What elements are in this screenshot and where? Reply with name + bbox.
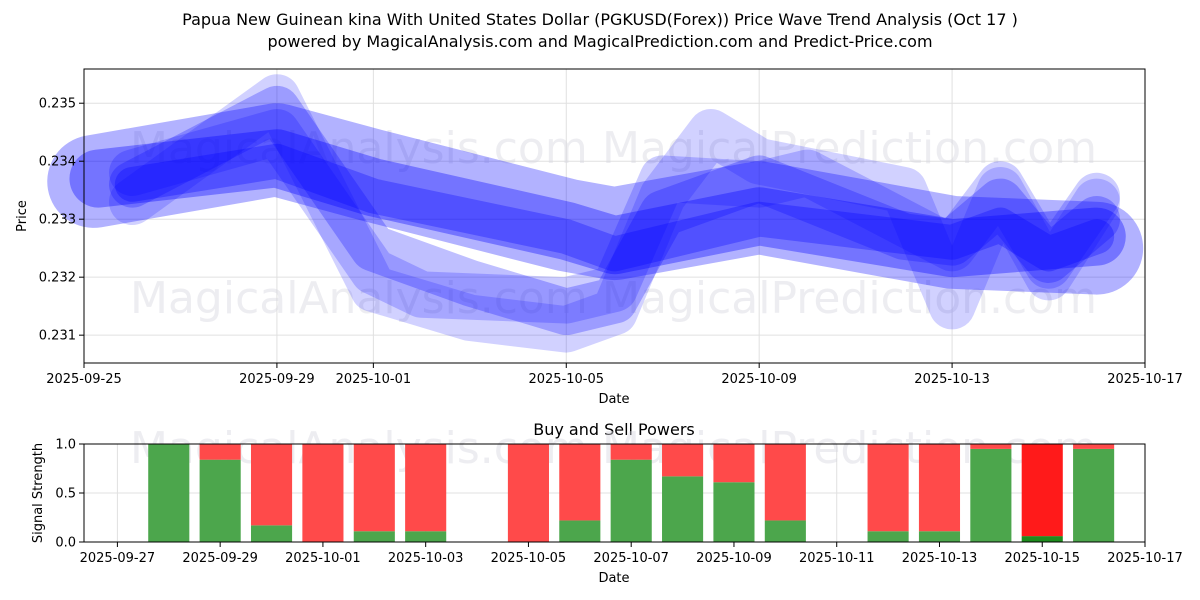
chart-canvas: MagicalAnalysis.com MagicalPrediction.co… bbox=[0, 0, 1200, 600]
sell-bar bbox=[405, 444, 446, 531]
x-tick-label: 2025-10-17 bbox=[1107, 372, 1183, 387]
x-tick-label: 2025-09-29 bbox=[239, 372, 315, 387]
price-x-axis-label: Date bbox=[598, 392, 629, 407]
y-tick-label: 0.0 bbox=[55, 536, 76, 551]
sell-bar bbox=[1073, 444, 1114, 449]
x-tick-label: 2025-10-17 bbox=[1107, 551, 1183, 566]
sell-bar bbox=[919, 444, 960, 531]
sell-bar bbox=[354, 444, 395, 531]
buy-bar bbox=[713, 482, 754, 542]
buy-bar bbox=[662, 476, 703, 542]
y-tick-label: 0.5 bbox=[55, 487, 76, 502]
sell-bar bbox=[302, 444, 343, 542]
x-tick-label: 2025-10-03 bbox=[388, 551, 464, 566]
x-tick-label: 2025-09-25 bbox=[46, 372, 122, 387]
signal-x-ticks: 2025-09-27 2025-09-29 2025-10-01 2025-10-03… bbox=[80, 542, 1183, 566]
signal-x-axis-label: Date bbox=[598, 571, 629, 586]
y-tick-label: 0.233 bbox=[39, 213, 76, 228]
sell-bar bbox=[1022, 444, 1063, 536]
buy-bar bbox=[200, 460, 241, 542]
buy-bar bbox=[970, 449, 1011, 542]
buy-bar bbox=[919, 531, 960, 542]
buy-bar bbox=[765, 520, 806, 542]
y-tick-label: 0.235 bbox=[39, 97, 76, 112]
x-tick-label: 2025-10-01 bbox=[336, 372, 412, 387]
sell-bar bbox=[611, 444, 652, 460]
sell-bar bbox=[713, 444, 754, 482]
buy-bar bbox=[354, 531, 395, 542]
x-tick-label: 2025-10-05 bbox=[491, 551, 567, 566]
x-tick-label: 2025-10-13 bbox=[914, 372, 990, 387]
y-tick-label: 1.0 bbox=[55, 438, 76, 453]
buy-bar bbox=[148, 444, 189, 542]
sell-bar bbox=[765, 444, 806, 520]
signal-y-axis-label: Signal Strength bbox=[31, 443, 46, 543]
sell-bar bbox=[559, 444, 600, 520]
buy-bar bbox=[559, 520, 600, 542]
x-tick-label: 2025-10-07 bbox=[593, 551, 669, 566]
price-x-ticks: 2025-09-25 2025-09-29 2025-10-01 2025-10-05… bbox=[46, 363, 1183, 387]
buy-bar bbox=[1022, 536, 1063, 542]
sell-bar bbox=[200, 444, 241, 460]
x-tick-label: 2025-10-05 bbox=[528, 372, 604, 387]
x-tick-label: 2025-09-27 bbox=[80, 551, 156, 566]
price-y-axis-label: Price bbox=[15, 200, 30, 232]
y-tick-label: 0.232 bbox=[39, 271, 76, 286]
x-tick-label: 2025-09-29 bbox=[182, 551, 258, 566]
buy-bar bbox=[868, 531, 909, 542]
x-tick-label: 2025-10-09 bbox=[696, 551, 772, 566]
sell-bar bbox=[868, 444, 909, 531]
sell-bar bbox=[662, 444, 703, 476]
x-tick-label: 2025-10-15 bbox=[1004, 551, 1080, 566]
x-tick-label: 2025-10-09 bbox=[721, 372, 797, 387]
x-tick-label: 2025-10-11 bbox=[799, 551, 875, 566]
buy-bar bbox=[251, 525, 292, 542]
buy-bar bbox=[405, 531, 446, 542]
x-tick-label: 2025-10-01 bbox=[285, 551, 361, 566]
sell-bar bbox=[970, 444, 1011, 449]
sell-bar bbox=[508, 444, 549, 542]
signal-y-ticks: 0.0 0.5 1.0 bbox=[55, 438, 84, 551]
y-tick-label: 0.234 bbox=[39, 155, 76, 170]
sell-bar bbox=[251, 444, 292, 525]
x-tick-label: 2025-10-13 bbox=[902, 551, 978, 566]
y-tick-label: 0.231 bbox=[39, 329, 76, 344]
buy-bar bbox=[611, 460, 652, 542]
buy-bar bbox=[1073, 449, 1114, 542]
